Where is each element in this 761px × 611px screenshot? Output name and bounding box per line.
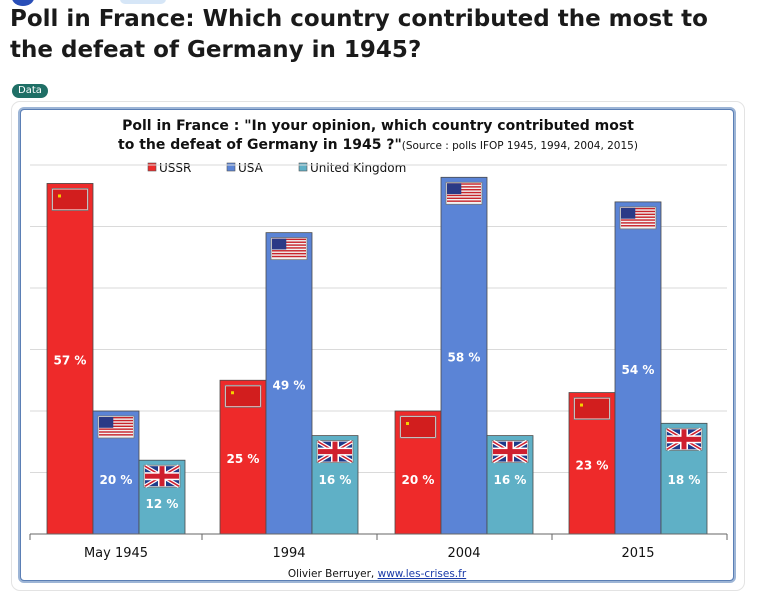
category-label: May 1945 xyxy=(84,546,148,561)
usa-flag xyxy=(445,181,483,205)
credit-author: Olivier Berruyer, xyxy=(288,568,374,580)
category-label: 2004 xyxy=(447,546,480,561)
category-label: 1994 xyxy=(272,546,305,561)
chart-title-line2-group: to the defeat of Germany in 1945 ?"(Sour… xyxy=(118,137,638,153)
x-axis: May 1945 1994 2004 2015 xyxy=(29,533,728,561)
bar-value-label: 20 % xyxy=(402,473,435,487)
avatar xyxy=(12,0,34,6)
top-strip xyxy=(0,0,761,6)
bar-value-label: 49 % xyxy=(273,378,306,392)
legend-swatch xyxy=(147,162,157,172)
chart-title-line1: Poll in France : "In your opinion, which… xyxy=(122,118,634,134)
bar-value-label: 58 % xyxy=(448,351,481,365)
chart-frame-inner xyxy=(20,109,734,581)
bar-value-label: 23 % xyxy=(576,458,609,472)
legend-label: USA xyxy=(238,161,264,175)
bar-value-label: 12 % xyxy=(146,497,179,511)
bar xyxy=(265,232,313,535)
uk-flag xyxy=(316,439,354,464)
bar-value-label: 25 % xyxy=(227,452,260,466)
category-label: 2015 xyxy=(621,546,654,561)
bar-value-label: 57 % xyxy=(54,354,87,368)
legend-swatch xyxy=(298,162,308,172)
ussr-flag xyxy=(573,397,611,420)
uk-flag xyxy=(665,427,703,452)
bars: 57 % 20 % 12 % 25 % 49 % 16 % 20 % 58 % 16 % 23 %… xyxy=(46,176,708,535)
credit-link[interactable]: www.les-crises.fr xyxy=(378,568,467,580)
chart-title-line2: to the defeat of Germany in 1945 ?" xyxy=(118,137,402,153)
bar-value-label: 18 % xyxy=(668,473,701,487)
legend-swatch xyxy=(226,162,236,172)
ussr-flag xyxy=(51,188,89,211)
legend: USSR USA United Kingdom xyxy=(147,161,406,175)
legend-label: United Kingdom xyxy=(310,161,406,175)
uk-flag xyxy=(143,464,181,488)
bar-value-label: 16 % xyxy=(319,473,352,487)
legend-label: USSR xyxy=(159,161,191,175)
chart-source: (Source : polls IFOP 1945, 1994, 2004, 2… xyxy=(402,140,638,152)
data-badge[interactable]: Data xyxy=(12,84,48,98)
gridlines xyxy=(30,164,727,473)
uk-flag xyxy=(491,439,529,464)
usa-flag xyxy=(97,415,135,439)
bar-value-label: 20 % xyxy=(100,473,133,487)
credit-line: Olivier Berruyer, www.les-crises.fr xyxy=(288,568,467,580)
tag-pill[interactable] xyxy=(120,0,166,4)
ussr-flag xyxy=(399,415,437,439)
post-title: Poll in France: Which country contribute… xyxy=(10,6,708,63)
bar-value-label: 54 % xyxy=(622,363,655,377)
usa-flag xyxy=(270,237,308,261)
usa-flag xyxy=(619,206,657,230)
bar xyxy=(440,176,488,535)
ussr-flag xyxy=(224,384,262,408)
bar-value-label: 16 % xyxy=(494,473,527,487)
bar xyxy=(614,201,662,535)
